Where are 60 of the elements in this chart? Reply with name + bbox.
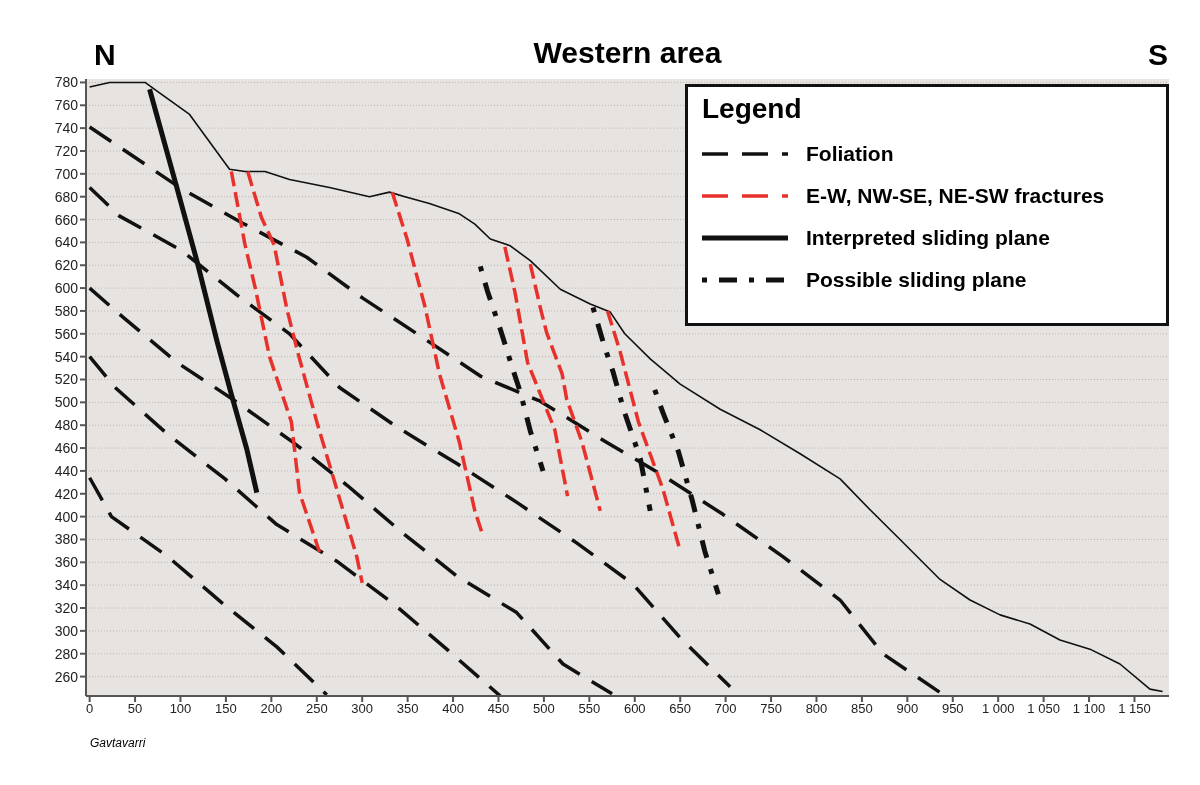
x-tick-label: 1 000 xyxy=(981,701,1015,717)
x-tick-label: 950 xyxy=(941,701,964,717)
x-tick-label: 1 100 xyxy=(1072,701,1106,717)
x-tick-label: 350 xyxy=(396,701,419,717)
y-tick-label: 560 xyxy=(54,325,79,342)
y-tick-label: 300 xyxy=(54,622,79,639)
y-tick-label: 480 xyxy=(54,417,79,434)
y-tick-label: 620 xyxy=(54,257,79,274)
y-tick-label: 600 xyxy=(54,280,79,297)
x-tick-label: 600 xyxy=(623,701,646,717)
x-tick-label: 750 xyxy=(760,701,782,717)
y-tick-label: 740 xyxy=(54,120,79,137)
y-tick-label: 500 xyxy=(54,394,79,411)
x-tick-label: 0 xyxy=(86,701,94,717)
y-tick-label: 420 xyxy=(54,485,79,502)
x-tick-label: 800 xyxy=(805,701,828,717)
legend-label: E-W, NW-SE, NE-SW fractures xyxy=(806,184,1105,208)
x-tick-label: 500 xyxy=(533,701,555,717)
legend-label: Interpreted sliding plane xyxy=(806,226,1050,250)
x-tick-label: 550 xyxy=(578,701,601,717)
y-tick-label: 640 xyxy=(54,234,79,251)
x-tick-label: 850 xyxy=(851,701,873,717)
x-tick-label: 900 xyxy=(896,701,919,717)
chart-title: Western area xyxy=(533,36,722,69)
text: N xyxy=(94,38,116,72)
x-tick-label: 400 xyxy=(442,701,464,717)
x-tick-label: 650 xyxy=(669,701,692,717)
x-tick-label: 700 xyxy=(714,701,737,717)
y-tick-label: 540 xyxy=(54,348,79,365)
y-tick-label: 260 xyxy=(54,668,79,685)
x-tick-label: 50 xyxy=(127,701,143,717)
y-tick-label: 760 xyxy=(54,97,79,114)
text: S xyxy=(1148,38,1169,72)
x-tick-label: 250 xyxy=(305,701,328,717)
y-tick-label: 780 xyxy=(54,74,79,91)
x-tick-label: 150 xyxy=(215,701,237,717)
x-tick-label: 450 xyxy=(487,701,510,717)
y-tick-label: 280 xyxy=(54,645,79,662)
legend-label: Possible sliding plane xyxy=(806,268,1027,292)
x-tick-label: 100 xyxy=(169,701,192,717)
y-tick-label: 720 xyxy=(54,142,79,159)
y-tick-label: 520 xyxy=(54,371,79,388)
y-tick-label: 700 xyxy=(54,165,79,182)
legend-title: Legend xyxy=(702,93,803,125)
text: Gavtavarri xyxy=(90,736,146,750)
y-tick-label: 680 xyxy=(54,188,79,205)
y-tick-label: 320 xyxy=(54,599,79,616)
y-tick-label: 360 xyxy=(54,554,79,571)
y-tick-label: 380 xyxy=(54,531,79,548)
y-tick-label: 460 xyxy=(54,440,79,457)
x-tick-label: 200 xyxy=(260,701,283,717)
y-tick-label: 400 xyxy=(54,508,79,525)
y-tick-label: 660 xyxy=(54,211,79,228)
y-tick-label: 580 xyxy=(54,302,79,319)
y-tick-label: 440 xyxy=(54,462,79,479)
legend-label: Foliation xyxy=(806,142,894,166)
x-tick-label: 1 050 xyxy=(1027,701,1060,717)
x-tick-label: 300 xyxy=(351,701,374,717)
y-tick-label: 340 xyxy=(54,577,79,594)
x-tick-label: 1 150 xyxy=(1118,701,1151,717)
